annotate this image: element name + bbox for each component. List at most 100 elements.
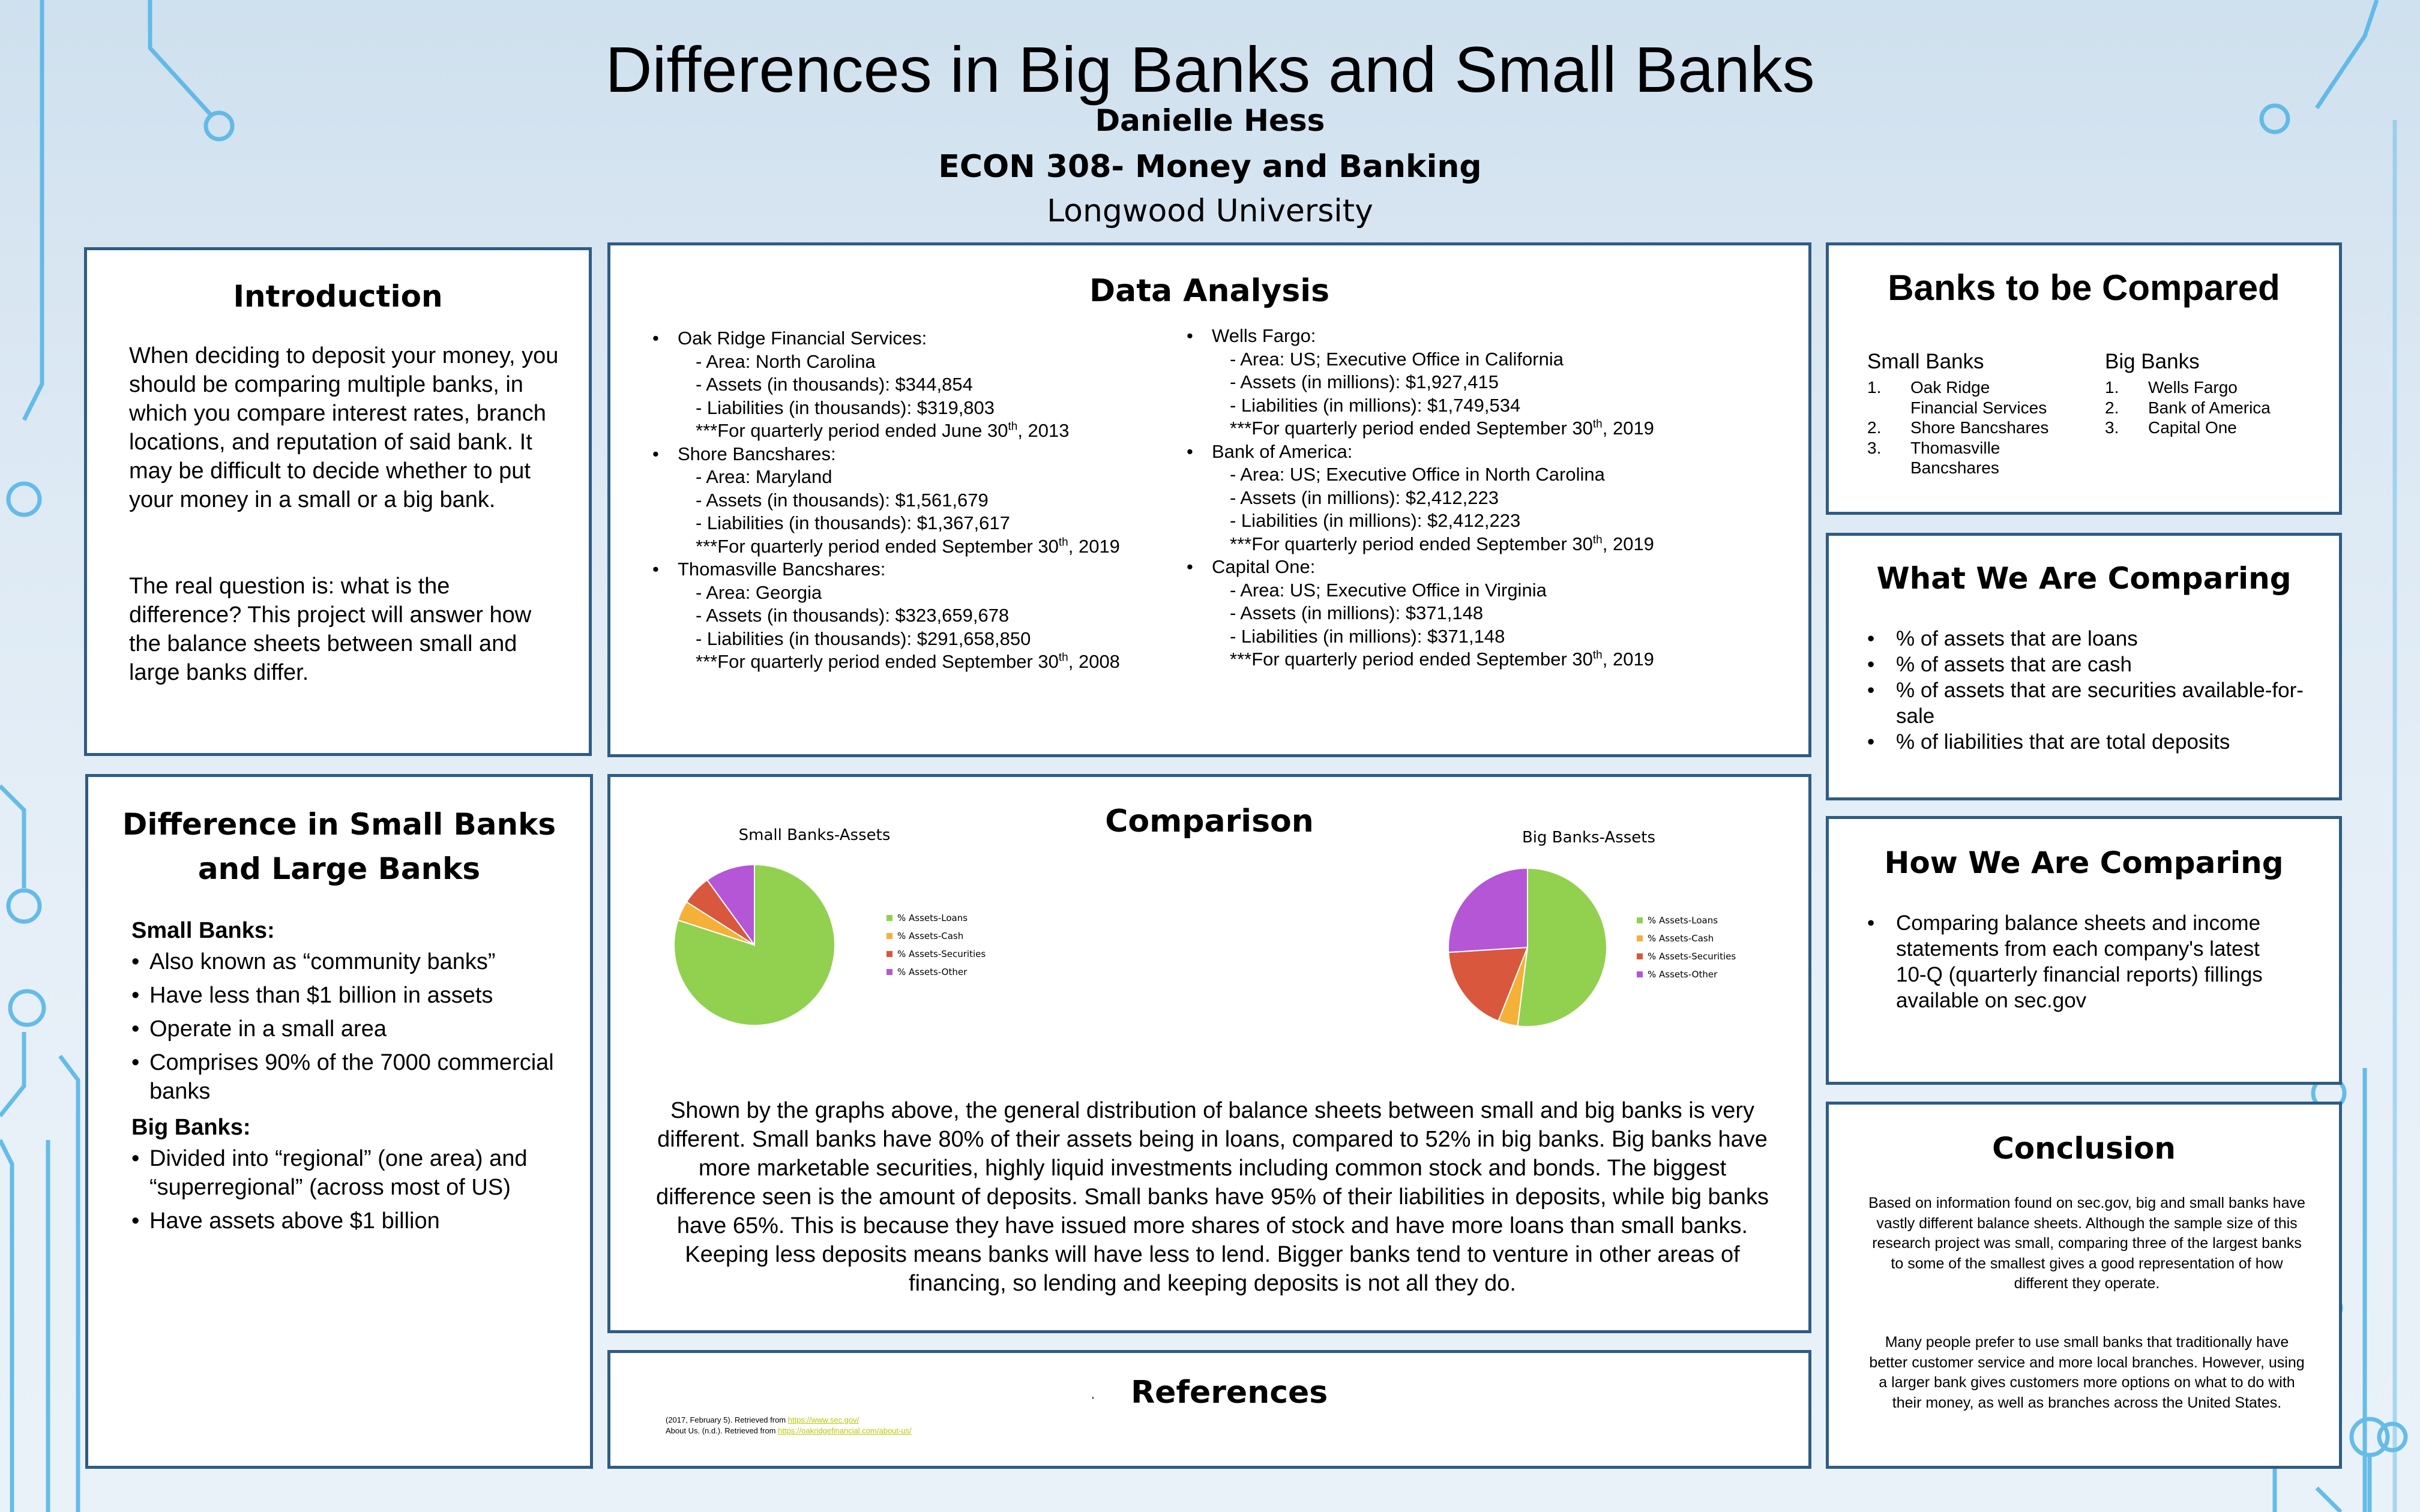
small-banks-subheading: Small Banks:: [131, 918, 275, 943]
difference-panel: Difference in Small Banks and Large Bank…: [85, 774, 593, 1469]
small-banks-caption: Small Banks: [1867, 350, 1984, 373]
introduction-panel: Introduction When deciding to deposit yo…: [84, 247, 592, 756]
references-panel: . References (2017, February 5). Retrieve…: [607, 1350, 1811, 1469]
difference-text: Also known as “community banks”: [149, 949, 496, 974]
bullet-icon: •: [652, 559, 659, 580]
legend-entry: % Assets-Cash: [1637, 929, 1736, 947]
difference-text: Have less than $1 billion in assets: [149, 983, 493, 1008]
small-banks-chart-legend: % Assets-Loans % Assets-Cash % Assets-Secu…: [886, 909, 986, 981]
pie-slice: [1448, 867, 1528, 953]
bank-data-area: - Area: Georgia: [696, 581, 822, 603]
references-marker: .: [1091, 1387, 1095, 1402]
small-banks-pie-chart: [673, 863, 835, 1026]
bank-name: Oak Ridge Financial Services:: [678, 328, 927, 349]
legend-entry: % Assets-Other: [1637, 965, 1736, 983]
big-banks-caption: Big Banks: [2105, 350, 2200, 373]
legend-swatch: [886, 969, 892, 975]
period-year: , 2019: [1602, 533, 1654, 554]
bank-data-assets: - Assets (in millions): $371,148: [1230, 602, 1484, 623]
data-analysis-heading: Data Analysis: [1089, 273, 1330, 309]
bank-data-name: • Oak Ridge Financial Services:: [652, 327, 1120, 350]
bullet-item: • Comparing balance sheets and income sta…: [1867, 910, 2287, 1013]
bullet-text: Comparing balance sheets and income stat…: [1896, 911, 2263, 1012]
difference-text: Operate in a small area: [149, 1016, 387, 1042]
bank-list-text: Wells Fargo: [2148, 377, 2238, 398]
bank-list-item: 1. Oak Ridge Financial Services: [1867, 377, 2048, 418]
legend-entry: % Assets-Securities: [1637, 947, 1736, 965]
university-name: Longwood University: [1047, 193, 1373, 229]
bank-list-text: Capital One: [2148, 418, 2237, 438]
bullet-icon: •: [1867, 679, 1875, 702]
bullet-icon: •: [131, 1050, 140, 1075]
legend-label: % Assets-Other: [897, 967, 968, 977]
bank-list-line: Wells Fargo: [2148, 378, 2238, 397]
small-banks-column: Small Banks 1. Oak Ridge Financial Service…: [1867, 350, 2048, 478]
bullet-icon: •: [131, 983, 140, 1008]
banks-compared-panel: Banks to be Compared Small Banks 1. Oak R…: [1826, 242, 2342, 515]
bullet-icon: •: [1187, 556, 1193, 577]
bullet-item: • % of assets that are cash: [1867, 652, 2311, 677]
bank-data-liabilities: - Liabilities (in thousands): $291,658,8…: [696, 628, 1031, 649]
pie-slice: [1448, 946, 1529, 1022]
what-comparing-panel: What We Are Comparing • % of assets that …: [1826, 533, 2342, 800]
period-year: , 2019: [1068, 535, 1120, 557]
difference-heading: Difference in Small Banks and Large Bank…: [122, 807, 556, 886]
bullet-item: • % of assets that are loans: [1867, 626, 2311, 652]
period-text: ***For quarterly period ended September …: [1230, 418, 1593, 439]
difference-text: Divided into “regional” (one area) and “…: [149, 1146, 528, 1200]
period-year: , 2019: [1602, 649, 1654, 670]
comparison-panel: Comparison Small Banks-Assets % Assets-L…: [607, 774, 1811, 1333]
bank-list-item: 3. Thomasville Bancshares: [1867, 438, 2048, 478]
legend-swatch: [886, 915, 892, 921]
bank-list-item: 2. Shore Bancshares: [1867, 418, 2048, 438]
bullet-icon: •: [1867, 627, 1875, 650]
bank-data-period: ***For quarterly period ended September …: [1187, 533, 1654, 556]
bank-data-name: • Bank of America:: [1187, 440, 1654, 464]
bank-data-period: ***For quarterly period ended June 30th,…: [652, 419, 1120, 443]
small-banks-chart-title: Small Banks-Assets: [738, 826, 891, 844]
legend-swatch: [886, 951, 892, 957]
big-banks-chart-legend: % Assets-Loans % Assets-Cash % Assets-Secu…: [1637, 911, 1736, 983]
what-comparing-list: • % of assets that are loans • % of assets …: [1867, 626, 2311, 755]
bank-list-line: Financial Services: [1910, 398, 2047, 417]
period-year: , 2013: [1017, 420, 1070, 441]
bank-list-number: 1.: [1867, 378, 1882, 397]
references-heading: . References: [610, 1375, 1808, 1411]
how-comparing-list: • Comparing balance sheets and income sta…: [1867, 910, 2287, 1013]
bullet-icon: •: [1867, 653, 1875, 676]
bank-data-liabilities: - Liabilities (in thousands): $1,367,617: [696, 512, 1010, 533]
data-analysis-panel: Data Analysis • Oak Ridge Financial Servi…: [607, 242, 1811, 757]
introduction-paragraph-2: The real question is: what is the differ…: [129, 574, 532, 685]
legend-swatch: [886, 933, 892, 939]
difference-content: Small Banks: • Also known as “community b…: [131, 914, 576, 1240]
legend-entry: % Assets-Cash: [886, 927, 986, 945]
period-suffix: th: [1058, 651, 1068, 664]
period-suffix: th: [1008, 420, 1018, 433]
what-comparing-heading: What We Are Comparing: [1876, 561, 2292, 596]
difference-item: • Operate in a small area: [131, 1015, 576, 1043]
legend-swatch: [1637, 935, 1643, 941]
difference-item: • Divided into “regional” (one area) and …: [131, 1144, 576, 1202]
bank-data-area: - Area: US; Executive Office in Virginia: [1230, 579, 1547, 601]
period-suffix: th: [1058, 536, 1068, 549]
bullet-icon: •: [652, 443, 659, 464]
legend-label: % Assets-Loans: [1648, 915, 1718, 926]
bank-data-liabilities: - Liabilities (in thousands): $319,803: [696, 397, 995, 418]
bank-list-text: Oak Ridge Financial Services: [1910, 377, 2047, 418]
big-banks-chart-title: Big Banks-Assets: [1522, 829, 1656, 847]
small-bank-data-list: • Oak Ridge Financial Services: - Area: No…: [652, 327, 1120, 674]
how-comparing-panel: How We Are Comparing • Comparing balance …: [1826, 816, 2342, 1085]
big-bank-data-list: • Wells Fargo: - Area: US; Executive Offic…: [1187, 325, 1654, 671]
bullet-icon: •: [131, 1016, 140, 1042]
legend-label: % Assets-Other: [1648, 969, 1718, 980]
bullet-item: • % of liabilities that are total deposit…: [1867, 729, 2311, 755]
conclusion-heading: Conclusion: [1992, 1131, 2176, 1166]
bank-data-period: ***For quarterly period ended September …: [1187, 648, 1654, 671]
bank-list-item: 1. Wells Fargo: [2105, 377, 2271, 398]
bank-data-area: - Area: North Carolina: [696, 350, 876, 372]
bank-data-period: ***For quarterly period ended September …: [652, 535, 1120, 559]
reference-1-link[interactable]: https://www.sec.gov/: [787, 1415, 859, 1424]
bank-list-item: 3. Capital One: [2105, 418, 2271, 438]
reference-2-link[interactable]: https://oakridgefinancial.com/about-us/: [778, 1426, 912, 1435]
bullet-icon: •: [1867, 730, 1875, 754]
